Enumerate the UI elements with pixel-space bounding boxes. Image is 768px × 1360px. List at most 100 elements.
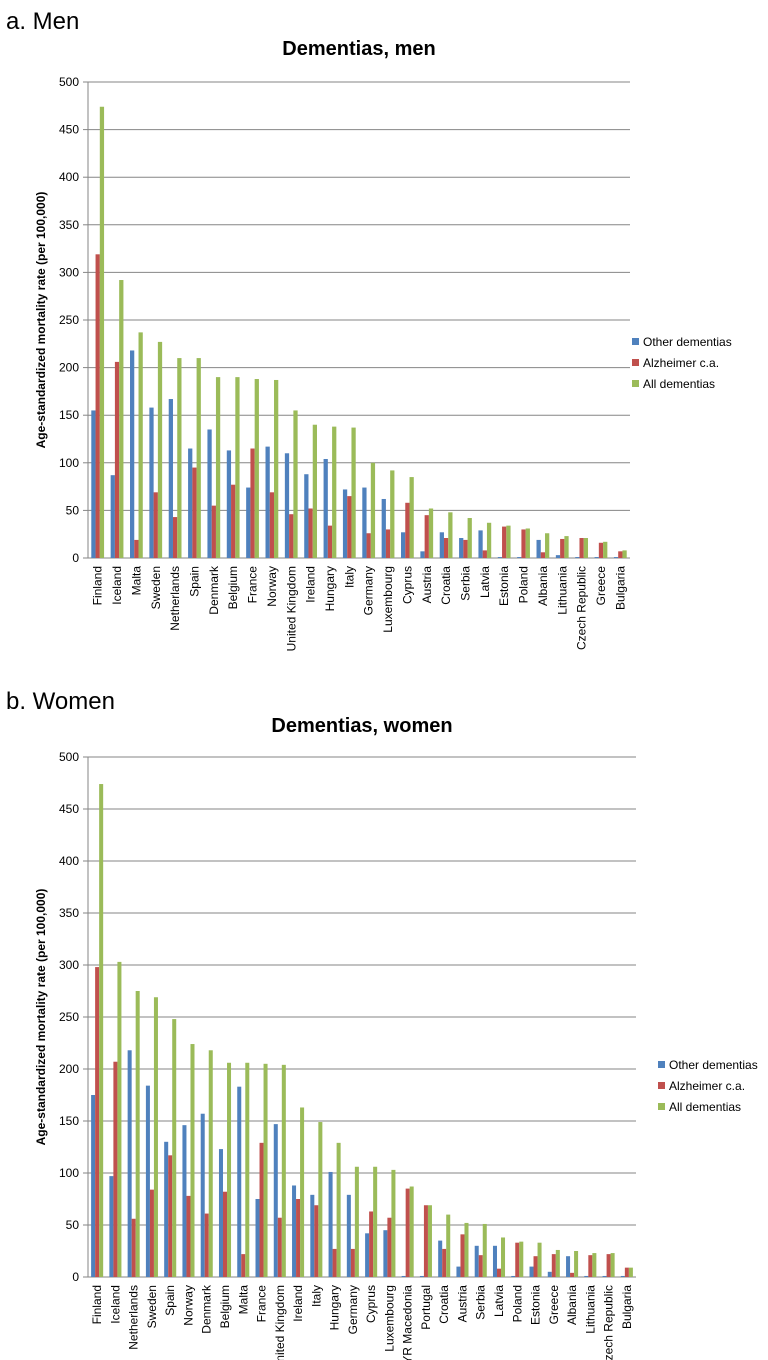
bar-alzheimer xyxy=(131,1218,136,1277)
bar-all-dementias xyxy=(486,522,492,558)
bar-alzheimer xyxy=(314,1205,319,1277)
x-tick-label: Estonia xyxy=(529,1285,543,1325)
bar-all-dementias xyxy=(208,1050,213,1277)
y-tick-label: 450 xyxy=(59,123,79,137)
bar-alzheimer xyxy=(113,1061,118,1277)
bar-all-dementias xyxy=(354,1166,359,1277)
bar-all-dementias xyxy=(467,518,472,558)
bar-alzheimer xyxy=(95,967,100,1277)
bar-all-dementias xyxy=(525,528,530,558)
bar-all-dementias xyxy=(172,1019,177,1277)
bar-other-dementias xyxy=(342,489,348,558)
bar-alzheimer xyxy=(598,542,604,558)
bar-alzheimer xyxy=(192,467,197,558)
bar-all-dementias xyxy=(564,536,569,558)
bar-other-dementias xyxy=(492,1245,497,1277)
x-tick-label: Germany xyxy=(362,566,376,615)
bar-other-dementias xyxy=(420,551,425,558)
bar-alzheimer xyxy=(606,1254,611,1277)
x-tick-label: Poland xyxy=(510,1285,524,1322)
x-tick-label: Italy xyxy=(309,1285,323,1307)
bar-all-dementias xyxy=(135,991,140,1277)
bar-alzheimer xyxy=(533,1256,538,1277)
x-tick-label: Belgium xyxy=(226,566,240,609)
y-tick-label: 350 xyxy=(59,218,79,232)
x-tick-label: Austria xyxy=(420,566,434,604)
bar-all-dementias xyxy=(501,1237,506,1277)
y-tick-label: 150 xyxy=(59,1114,79,1128)
bar-other-dementias xyxy=(497,557,503,558)
x-tick-label: Greece xyxy=(547,1285,561,1325)
bar-all-dementias xyxy=(545,533,550,558)
y-tick-label: 500 xyxy=(59,75,79,89)
bar-alzheimer xyxy=(277,1217,282,1277)
bar-alzheimer xyxy=(496,1268,502,1277)
bar-other-dementias xyxy=(613,557,619,558)
bar-all-dementias xyxy=(555,1249,560,1277)
bar-all-dementias xyxy=(592,1253,597,1277)
bar-alzheimer xyxy=(168,1155,173,1277)
chart-men: Dementias, men 0 50 100 150 200 250 300 350 400 45… xyxy=(34,38,732,651)
y-axis-label: Age-standardized mortality rate (per 100… xyxy=(34,889,48,1146)
x-tick-label: Cyprus xyxy=(400,566,414,604)
legend-swatch-all-dementias xyxy=(658,1103,665,1110)
x-tick-label: Croatia xyxy=(437,1285,451,1324)
bar-alzheimer xyxy=(463,539,468,558)
bar-alzheimer xyxy=(134,539,139,558)
x-tick-label: Croatia xyxy=(439,566,453,605)
x-tick-label: Serbia xyxy=(474,1285,488,1320)
bar-other-dementias xyxy=(511,1275,516,1277)
bar-alzheimer xyxy=(405,502,410,558)
bar-other-dementias xyxy=(246,487,251,558)
x-tick-label: Sweden xyxy=(149,566,163,609)
x-tick-label: Germany xyxy=(346,1285,360,1334)
bar-all-dementias xyxy=(235,377,240,558)
x-tick-label: Denmark xyxy=(207,565,221,615)
bar-all-dementias xyxy=(537,1242,542,1277)
bar-all-dementias xyxy=(300,1107,305,1277)
bar-alzheimer xyxy=(327,525,333,558)
bar-alzheimer xyxy=(560,538,565,558)
x-tick-label: Serbia xyxy=(458,566,472,601)
legend-label-all-dementias: All dementias xyxy=(643,377,715,391)
bar-other-dementias xyxy=(110,475,115,558)
bar-all-dementias xyxy=(332,426,337,558)
y-tick-label: 450 xyxy=(59,802,79,816)
bar-all-dementias xyxy=(370,462,376,558)
bar-other-dementias xyxy=(149,407,154,558)
x-tick-label: Cyprus xyxy=(364,1285,378,1323)
bar-other-dementias xyxy=(620,1275,625,1277)
x-tick-label: Ireland xyxy=(304,566,318,603)
bar-other-dementias xyxy=(529,1266,534,1277)
bar-alzheimer xyxy=(387,1217,392,1277)
bar-other-dementias xyxy=(381,498,386,558)
y-tick-label: 50 xyxy=(66,1218,80,1232)
x-tick-label: Poland xyxy=(517,566,531,603)
bar-other-dementias xyxy=(383,1230,388,1277)
bar-all-dementias xyxy=(281,1064,286,1277)
bar-all-dementias xyxy=(464,1222,469,1277)
x-tick-label: Luxembourg xyxy=(381,566,395,633)
bar-all-dementias xyxy=(177,358,182,558)
y-tick-label: 200 xyxy=(59,361,79,375)
bar-all-dementias xyxy=(628,1267,633,1277)
legend-swatch-all-dementias xyxy=(632,380,639,387)
x-tick-label: Malta xyxy=(236,1285,250,1315)
bar-other-dementias xyxy=(130,350,135,558)
bar-all-dementias xyxy=(157,341,163,558)
bar-all-dementias xyxy=(409,477,414,558)
y-axis-label: Age-standardized mortality rate (per 100… xyxy=(34,192,48,449)
x-tick-label: Lithuania xyxy=(555,566,569,615)
y-tick-label: 500 xyxy=(59,750,79,764)
x-tick-label: TFYR Macedonia xyxy=(401,1285,415,1360)
bar-other-dementias xyxy=(517,557,522,558)
bar-other-dementias xyxy=(365,1233,370,1277)
y-tick-label: 400 xyxy=(59,854,79,868)
bar-alzheimer xyxy=(347,496,352,558)
bar-other-dementias xyxy=(575,557,580,558)
bar-all-dementias xyxy=(138,332,143,558)
bar-alzheimer xyxy=(231,484,236,558)
bar-all-dementias xyxy=(373,1166,378,1277)
bar-alzheimer xyxy=(482,550,487,558)
panel-women: b. Women Dementias, women 0 50 100 150 200 250… xyxy=(0,680,768,1360)
